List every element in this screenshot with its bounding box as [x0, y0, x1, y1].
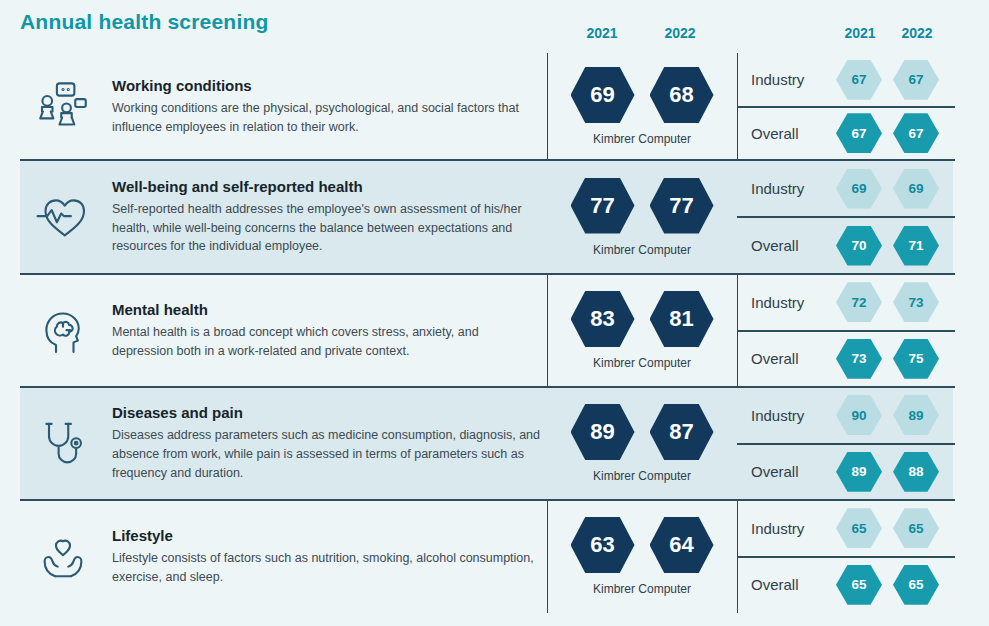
- company-score-2022: 81: [650, 291, 714, 347]
- overall-label: Overall: [737, 125, 836, 142]
- company-score-2021: 89: [571, 404, 635, 460]
- overall-score-2021: 70: [836, 226, 882, 266]
- industry-score-2022: 69: [893, 169, 939, 209]
- row-title: Diseases and pain: [112, 404, 550, 421]
- category-row-lifestyle: Lifestyle Lifestyle consists of factors …: [0, 500, 989, 613]
- overall-score-2021: 65: [836, 565, 882, 605]
- stethoscope-icon: [32, 387, 94, 500]
- row-separator: [20, 386, 955, 388]
- category-row-diseases-pain: Diseases and pain Diseases address param…: [0, 387, 989, 500]
- industry-label: Industry: [737, 71, 836, 88]
- row-separator: [20, 159, 955, 161]
- industry-label: Industry: [737, 180, 836, 197]
- head-brain-icon: [32, 274, 94, 387]
- heart-pulse-icon: [32, 160, 94, 274]
- company-name-label: Kimbrer Computer: [593, 469, 691, 483]
- hands-heart-icon: [32, 500, 94, 613]
- company-name-label: Kimbrer Computer: [593, 132, 691, 146]
- overall-label: Overall: [737, 237, 836, 254]
- industry-score-2022: 67: [893, 60, 939, 100]
- company-year-2022-header: 2022: [654, 25, 706, 41]
- row-title: Working conditions: [112, 77, 550, 94]
- overall-label: Overall: [737, 576, 836, 593]
- industry-score-2022: 89: [893, 395, 939, 435]
- industry-score-2022: 65: [893, 508, 939, 548]
- row-separator: [20, 273, 955, 275]
- company-name-label: Kimbrer Computer: [593, 356, 691, 370]
- industry-score-2021: 72: [836, 282, 882, 322]
- overall-score-2021: 67: [836, 113, 882, 153]
- category-row-well-being: Well-being and self-reported health Self…: [0, 160, 989, 274]
- company-score-2021: 83: [571, 291, 635, 347]
- overall-score-2021: 73: [836, 339, 882, 379]
- industry-score-2021: 65: [836, 508, 882, 548]
- overall-score-2021: 89: [836, 452, 882, 492]
- company-name-label: Kimbrer Computer: [593, 582, 691, 596]
- industry-label: Industry: [737, 520, 836, 537]
- company-score-2021: 77: [571, 178, 635, 234]
- row-title: Mental health: [112, 301, 550, 318]
- row-description: Self-reported health addresses the emplo…: [112, 200, 542, 256]
- company-score-2022: 77: [650, 178, 714, 234]
- category-row-mental-health: Mental health Mental health is a broad c…: [0, 274, 989, 387]
- industry-score-2021: 67: [836, 60, 882, 100]
- company-score-2022: 87: [650, 404, 714, 460]
- row-title: Well-being and self-reported health: [112, 178, 550, 195]
- company-name-label: Kimbrer Computer: [593, 243, 691, 257]
- industry-score-2021: 69: [836, 169, 882, 209]
- row-separator: [20, 499, 955, 501]
- company-score-2022: 68: [650, 67, 714, 123]
- industry-label: Industry: [737, 407, 836, 424]
- people-chat-icon: [32, 53, 94, 160]
- industry-label: Industry: [737, 294, 836, 311]
- overall-label: Overall: [737, 350, 836, 367]
- row-description: Working conditions are the physical, psy…: [112, 99, 542, 137]
- overall-score-2022: 88: [893, 452, 939, 492]
- benchmark-year-2021-header: 2021: [834, 25, 886, 41]
- benchmark-year-2022-header: 2022: [891, 25, 943, 41]
- industry-score-2021: 90: [836, 395, 882, 435]
- overall-label: Overall: [737, 463, 836, 480]
- overall-score-2022: 65: [893, 565, 939, 605]
- overall-score-2022: 71: [893, 226, 939, 266]
- company-score-2021: 63: [571, 517, 635, 573]
- row-description: Lifestyle consists of factors such as nu…: [112, 549, 542, 587]
- category-row-working-conditions: Working conditions Working conditions ar…: [0, 53, 989, 160]
- overall-score-2022: 67: [893, 113, 939, 153]
- company-score-2022: 64: [650, 517, 714, 573]
- row-title: Lifestyle: [112, 527, 550, 544]
- row-description: Mental health is a broad concept which c…: [112, 323, 542, 361]
- company-year-2021-header: 2021: [576, 25, 628, 41]
- page-title: Annual health screening: [20, 10, 268, 34]
- row-description: Diseases address parameters such as medi…: [112, 426, 542, 482]
- company-score-2021: 69: [571, 67, 635, 123]
- overall-score-2022: 75: [893, 339, 939, 379]
- industry-score-2022: 73: [893, 282, 939, 322]
